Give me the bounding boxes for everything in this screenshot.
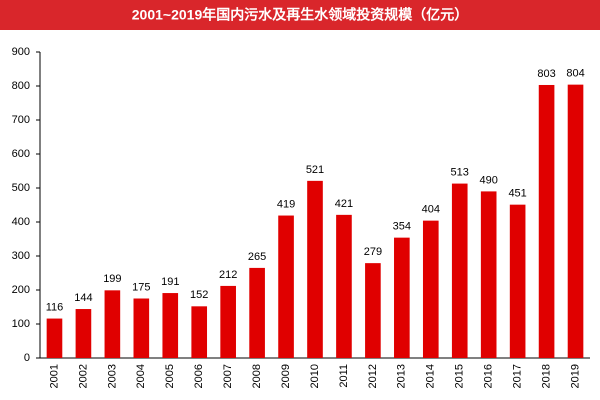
bar: [451, 183, 468, 358]
data-label: 521: [306, 164, 324, 176]
y-tick-label: 200: [12, 284, 30, 296]
x-tick-label: 2018: [540, 364, 552, 388]
x-tick-label: 2014: [425, 364, 437, 388]
y-tick-label: 300: [12, 250, 30, 262]
bar: [509, 204, 526, 358]
x-tick-label: 2009: [280, 364, 292, 388]
y-tick-label: 700: [12, 114, 30, 126]
y-tick-label: 100: [12, 318, 30, 330]
x-tick-label: 2010: [309, 364, 321, 388]
data-label: 451: [508, 188, 526, 200]
bar: [307, 180, 323, 358]
x-tick-label: 2011: [338, 364, 350, 388]
y-tick-label: 0: [24, 352, 30, 364]
y-tick-label: 800: [12, 80, 30, 92]
data-label: 152: [190, 289, 208, 301]
x-tick-label: 2016: [483, 364, 495, 388]
x-tick-label: 2006: [193, 364, 205, 388]
bar: [422, 220, 439, 358]
x-tick-label: 2012: [367, 364, 379, 388]
bar: [567, 84, 584, 358]
data-label: 419: [277, 198, 295, 210]
bar: [278, 215, 294, 358]
data-label: 354: [393, 221, 411, 233]
bar: [394, 237, 410, 358]
bar: [191, 306, 208, 358]
data-label: 803: [537, 68, 555, 80]
bar: [365, 263, 381, 358]
x-tick-label: 2017: [512, 364, 524, 388]
bar: [220, 285, 236, 358]
data-label: 513: [451, 166, 469, 178]
x-tick-label: 2013: [396, 364, 408, 388]
data-label: 175: [132, 281, 150, 293]
bar: [104, 290, 121, 358]
x-tick-label: 2005: [164, 364, 176, 388]
data-label: 279: [364, 246, 382, 258]
x-tick-label: 2019: [569, 364, 581, 388]
y-tick-label: 500: [12, 182, 30, 194]
bar: [336, 214, 352, 358]
data-label: 490: [480, 174, 498, 186]
y-tick-label: 900: [12, 46, 30, 58]
x-tick-label: 2015: [454, 364, 466, 388]
x-tick-label: 2001: [48, 364, 60, 388]
bar: [133, 298, 150, 358]
x-tick-label: 2007: [222, 364, 234, 388]
bar: [538, 84, 555, 358]
y-tick-label: 400: [12, 216, 30, 228]
x-tick-label: 2004: [135, 364, 147, 388]
bar: [162, 293, 179, 358]
x-tick-label: 2008: [251, 364, 263, 388]
title-bar: [0, 0, 600, 30]
data-label: 144: [74, 292, 92, 304]
data-label: 191: [161, 276, 179, 288]
y-tick-label: 600: [12, 148, 30, 160]
data-label: 265: [248, 251, 266, 263]
data-label: 404: [422, 204, 440, 216]
bar: [480, 191, 497, 358]
chart-title: 2001~2019年国内污水及再生水领域投资规模（亿元）: [132, 7, 468, 23]
x-tick-label: 2003: [106, 364, 118, 388]
data-label: 421: [335, 198, 353, 210]
data-label: 804: [566, 68, 584, 80]
data-label: 212: [219, 269, 237, 281]
bar: [249, 267, 265, 358]
bar: [46, 318, 63, 358]
data-label: 199: [103, 273, 121, 285]
data-label: 116: [46, 301, 64, 313]
x-tick-label: 2002: [77, 364, 89, 388]
bar: [75, 309, 92, 358]
